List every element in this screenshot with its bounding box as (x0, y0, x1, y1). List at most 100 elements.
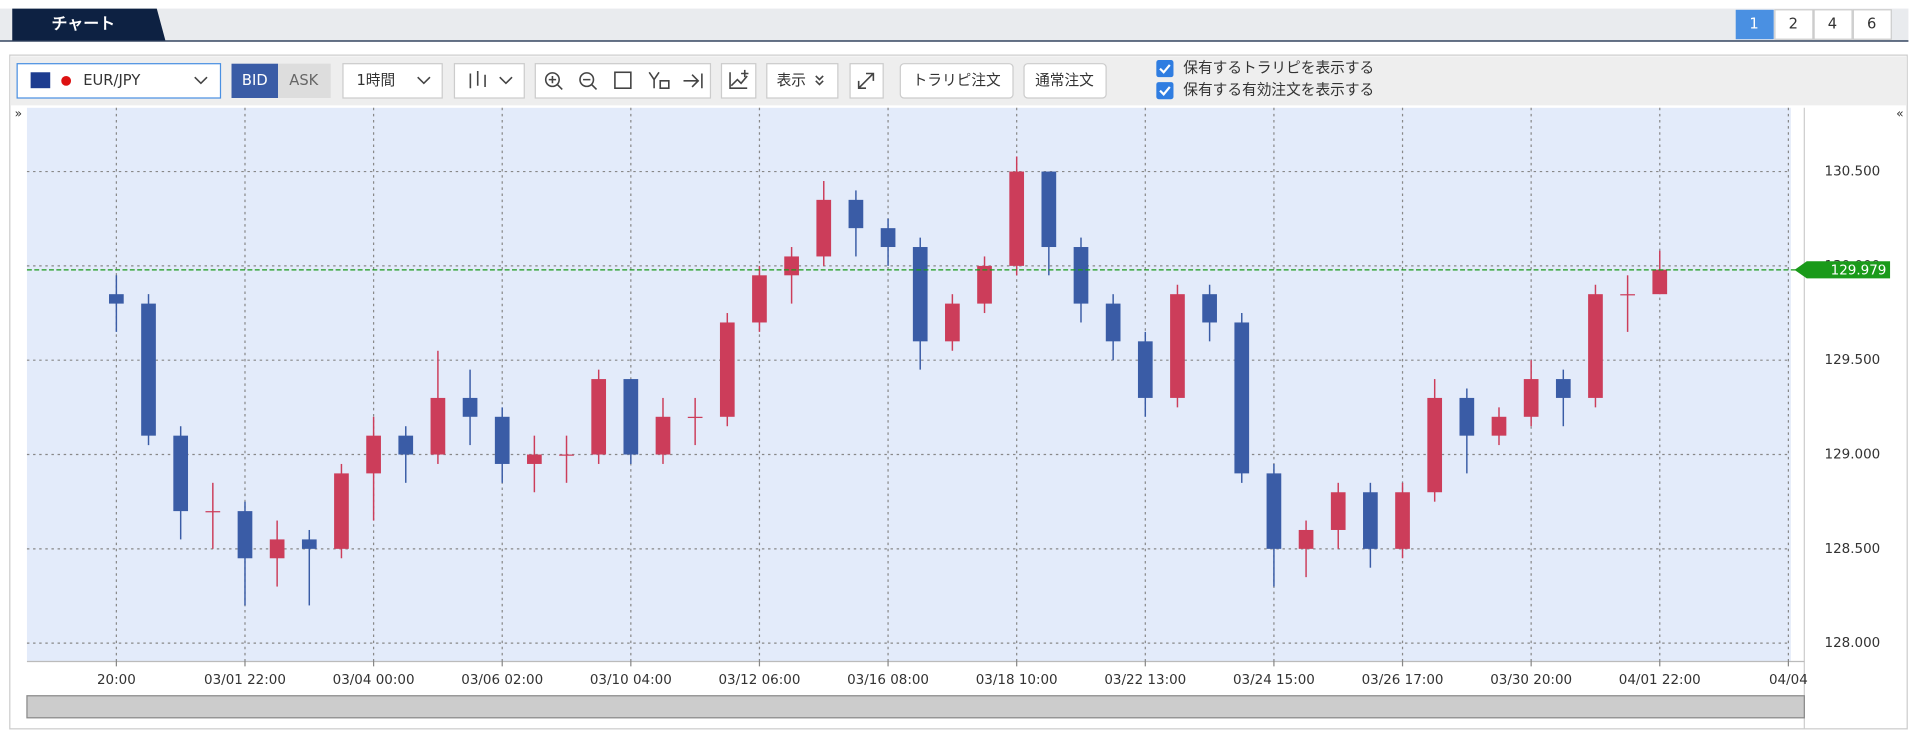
candle-body (398, 435, 414, 455)
bid-button[interactable] (231, 63, 279, 98)
candle-body (1427, 397, 1443, 493)
candle-body (1041, 171, 1057, 248)
candle-body (205, 511, 221, 513)
current-price-label: 129.979 (1831, 262, 1887, 278)
chart: 128.000128.500129.000129.500130.000130.5… (26, 107, 1891, 688)
candle-body (1620, 294, 1635, 296)
normal-order-button[interactable] (1023, 63, 1107, 99)
candle-body (752, 275, 767, 323)
candle-body (977, 265, 992, 304)
candle-body (848, 199, 864, 229)
candle-body (591, 379, 607, 455)
candle-body (237, 511, 253, 559)
indicator-button[interactable] (720, 63, 757, 99)
page-label: 6 (1867, 16, 1876, 33)
candle-body (559, 454, 574, 456)
candle-icon (469, 71, 486, 89)
y-lock-icon[interactable] (648, 71, 670, 89)
layout-pages: 1 2 4 6 (1735, 9, 1892, 40)
x-tick-label: 20:00 (97, 672, 136, 688)
candle-body (1523, 379, 1539, 417)
checkbox[interactable] (1156, 60, 1174, 78)
zoom-in[interactable] (544, 72, 563, 90)
check (1159, 64, 1171, 74)
x-tick-label: 03/01 22:00 (204, 672, 286, 688)
candle-body (334, 473, 349, 549)
candle-body (494, 416, 510, 464)
flag-eu (30, 72, 51, 89)
page-button[interactable] (1735, 9, 1774, 40)
page-button[interactable] (1852, 9, 1892, 40)
candle-body (1009, 171, 1025, 266)
expand-icon (857, 72, 875, 89)
candle-body (1266, 473, 1282, 549)
candle-body (1330, 492, 1346, 530)
tool-group (534, 63, 712, 99)
x-tick-label: 03/18 10:00 (976, 672, 1058, 688)
option-label: 保有する有効注文を表示する (1183, 82, 1374, 99)
candle-body (687, 416, 703, 419)
collapse-left[interactable]: » (15, 106, 23, 120)
candle-body (945, 303, 960, 342)
fit-icon[interactable] (614, 71, 632, 89)
x-tick-label: 03/16 08:00 (847, 672, 929, 688)
candle-body (1395, 492, 1410, 549)
candle-body (816, 199, 832, 257)
current-price-tag (1794, 261, 1891, 279)
x-tick-label: 04/04 (1769, 672, 1808, 688)
candle-body (1073, 247, 1089, 304)
candle-body (1459, 397, 1475, 436)
zoom-out[interactable] (579, 72, 598, 90)
chevron (499, 76, 513, 85)
tab-bar (0, 8, 1909, 41)
trarip-order-label: トラリピ注文 (913, 72, 1001, 89)
plot-area (26, 107, 1791, 662)
scrollbar[interactable] (26, 695, 1805, 719)
candle-body (141, 303, 156, 436)
x-tick-label: 03/12 06:00 (718, 672, 800, 688)
chevron (417, 76, 431, 85)
x-tick-label: 03/26 17:00 (1362, 672, 1444, 688)
candle-body (527, 454, 542, 464)
chevron (815, 75, 824, 86)
trarip-order-button[interactable] (899, 63, 1014, 99)
candle-body (366, 435, 381, 474)
candle-body (301, 539, 317, 549)
bid-label: BID (242, 72, 268, 89)
candle-body (1588, 294, 1603, 398)
candle-body (719, 322, 735, 417)
view-button[interactable] (766, 63, 839, 99)
x-tick-label: 03/10 04:00 (590, 672, 672, 688)
candle-body (1105, 303, 1121, 342)
candle-body (1202, 294, 1217, 323)
x-tick-label: 03/24 15:00 (1233, 672, 1315, 688)
y-tick-label: 129.000 (1825, 447, 1881, 463)
option-label: 保有するトラリピを表示する (1183, 60, 1374, 77)
page-button[interactable] (1813, 9, 1853, 40)
x-tick-label: 03/22 13:00 (1104, 672, 1186, 688)
indicator-icon (729, 69, 749, 89)
candle-body (1555, 379, 1571, 398)
latest-icon[interactable] (683, 73, 703, 89)
page-label: 2 (1789, 16, 1798, 33)
ask-label: ASK (289, 72, 318, 89)
y-tick-label: 129.500 (1825, 352, 1881, 368)
interval-label: 1時間 (356, 72, 395, 89)
chart-type-select[interactable] (453, 63, 525, 99)
candle-body (430, 397, 446, 455)
ask-button[interactable] (278, 63, 331, 98)
candle-body (1298, 529, 1314, 549)
candle-body (1234, 322, 1250, 474)
checkbox[interactable] (1156, 82, 1174, 100)
candle-body (173, 435, 189, 512)
candle-body (1137, 341, 1153, 398)
candle-body (1170, 294, 1185, 398)
candle-body (1363, 492, 1378, 549)
pair-select[interactable] (16, 63, 222, 99)
page-button[interactable] (1774, 9, 1814, 40)
page-label: 1 (1749, 16, 1758, 33)
tab[interactable] (12, 8, 166, 41)
y-tick-label: 130.500 (1825, 164, 1881, 180)
collapse-right[interactable]: « (1896, 106, 1903, 120)
pair-label: EUR/JPY (83, 72, 140, 89)
